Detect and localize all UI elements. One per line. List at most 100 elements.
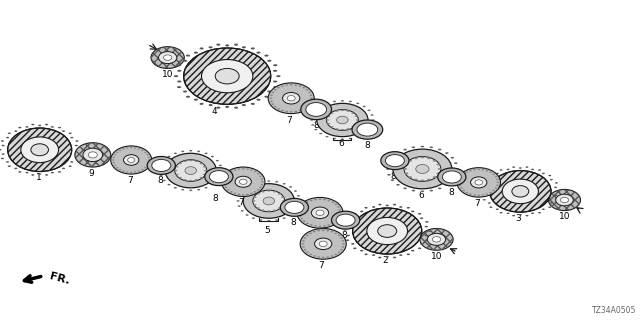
Ellipse shape <box>299 209 301 211</box>
Ellipse shape <box>360 250 364 252</box>
Ellipse shape <box>429 190 433 191</box>
Ellipse shape <box>555 182 558 184</box>
Ellipse shape <box>216 180 219 181</box>
Ellipse shape <box>381 152 409 170</box>
Ellipse shape <box>371 114 374 116</box>
Ellipse shape <box>1 153 4 155</box>
Ellipse shape <box>303 204 305 205</box>
Ellipse shape <box>268 220 270 221</box>
Ellipse shape <box>483 199 486 201</box>
Ellipse shape <box>289 214 292 216</box>
Ellipse shape <box>189 190 192 191</box>
Ellipse shape <box>390 179 394 181</box>
Ellipse shape <box>343 230 347 232</box>
Ellipse shape <box>335 204 337 205</box>
Ellipse shape <box>433 237 441 242</box>
Ellipse shape <box>557 191 560 192</box>
Ellipse shape <box>241 190 244 192</box>
Ellipse shape <box>317 230 320 231</box>
Ellipse shape <box>346 226 350 228</box>
Ellipse shape <box>144 152 147 153</box>
Ellipse shape <box>353 213 356 215</box>
Ellipse shape <box>174 153 177 154</box>
Ellipse shape <box>314 225 317 227</box>
Ellipse shape <box>31 144 49 156</box>
Ellipse shape <box>6 137 9 138</box>
Ellipse shape <box>308 92 311 93</box>
Ellipse shape <box>225 106 229 108</box>
Ellipse shape <box>310 200 312 201</box>
Ellipse shape <box>183 91 188 92</box>
Ellipse shape <box>525 166 529 168</box>
Ellipse shape <box>457 168 500 197</box>
Ellipse shape <box>326 109 358 131</box>
Ellipse shape <box>257 52 260 54</box>
Ellipse shape <box>339 215 341 217</box>
Text: 7: 7 <box>319 261 324 270</box>
Ellipse shape <box>339 209 341 211</box>
Ellipse shape <box>314 129 317 130</box>
Ellipse shape <box>14 130 17 132</box>
Ellipse shape <box>425 221 429 223</box>
Ellipse shape <box>184 161 187 162</box>
Ellipse shape <box>119 169 121 170</box>
Ellipse shape <box>323 199 326 200</box>
Ellipse shape <box>482 194 484 196</box>
Ellipse shape <box>396 184 400 186</box>
Ellipse shape <box>209 171 228 183</box>
Ellipse shape <box>555 199 558 201</box>
Ellipse shape <box>424 226 428 228</box>
Ellipse shape <box>205 187 207 188</box>
Ellipse shape <box>326 119 329 121</box>
Ellipse shape <box>241 210 244 212</box>
Ellipse shape <box>267 91 271 92</box>
Ellipse shape <box>237 205 241 207</box>
Text: 3: 3 <box>516 214 521 223</box>
Ellipse shape <box>151 47 184 68</box>
Text: FR.: FR. <box>48 272 70 286</box>
Ellipse shape <box>185 167 196 174</box>
Ellipse shape <box>332 223 334 224</box>
Ellipse shape <box>338 252 340 253</box>
Ellipse shape <box>260 178 263 180</box>
Ellipse shape <box>519 167 522 169</box>
Ellipse shape <box>174 75 178 77</box>
Ellipse shape <box>38 173 41 175</box>
Ellipse shape <box>179 177 182 179</box>
Ellipse shape <box>280 198 308 216</box>
Ellipse shape <box>363 133 365 134</box>
Ellipse shape <box>548 206 551 208</box>
Ellipse shape <box>174 187 177 188</box>
Ellipse shape <box>346 128 349 130</box>
Ellipse shape <box>237 195 241 196</box>
Ellipse shape <box>542 209 545 210</box>
Ellipse shape <box>186 55 190 57</box>
Ellipse shape <box>355 116 358 117</box>
Ellipse shape <box>335 220 337 222</box>
Ellipse shape <box>252 217 255 219</box>
Ellipse shape <box>179 163 182 164</box>
Ellipse shape <box>497 182 499 183</box>
Ellipse shape <box>477 195 480 196</box>
Ellipse shape <box>141 169 143 170</box>
Ellipse shape <box>473 169 476 171</box>
Ellipse shape <box>308 103 311 105</box>
Ellipse shape <box>411 250 414 252</box>
Ellipse shape <box>294 190 297 192</box>
Ellipse shape <box>253 190 285 212</box>
Ellipse shape <box>62 168 65 169</box>
Ellipse shape <box>317 103 368 137</box>
Text: 7: 7 <box>287 116 292 125</box>
Ellipse shape <box>338 235 340 236</box>
Text: 7: 7 <box>474 199 479 208</box>
Ellipse shape <box>268 190 270 192</box>
Ellipse shape <box>246 168 249 170</box>
Ellipse shape <box>287 96 295 101</box>
Ellipse shape <box>113 156 115 158</box>
Ellipse shape <box>134 172 136 173</box>
Ellipse shape <box>340 249 343 251</box>
Ellipse shape <box>385 155 404 167</box>
Ellipse shape <box>262 191 265 192</box>
Ellipse shape <box>483 195 486 196</box>
Ellipse shape <box>181 151 184 152</box>
